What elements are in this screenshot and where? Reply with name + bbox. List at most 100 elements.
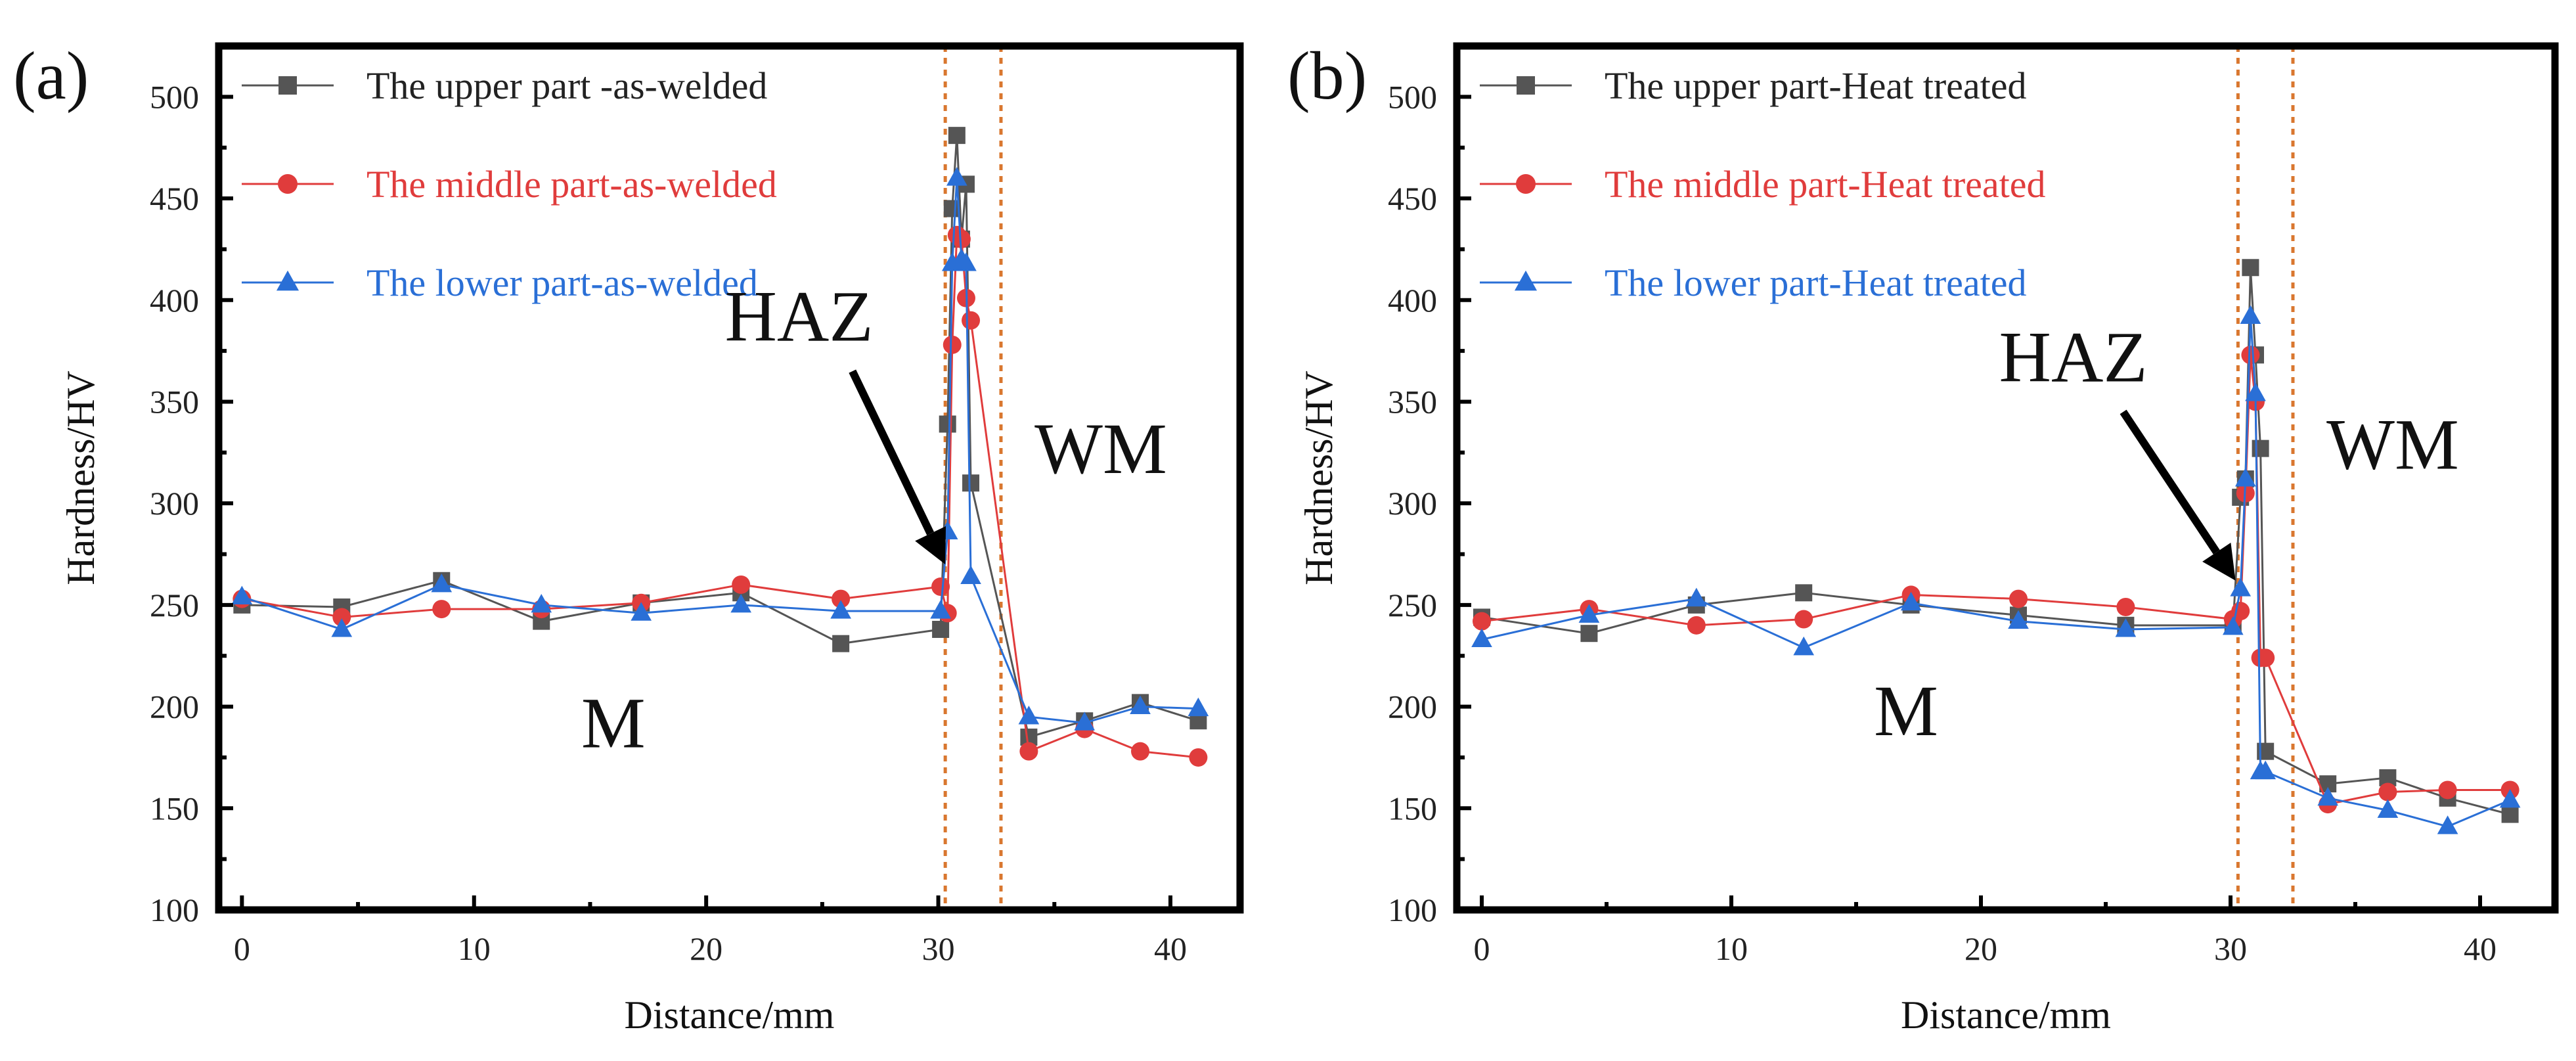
data-point — [1473, 612, 1491, 631]
data-point — [2230, 577, 2252, 597]
y-tick-label: 150 — [1388, 790, 1437, 826]
data-point — [948, 127, 966, 145]
x-tick-label: 20 — [1965, 930, 1997, 967]
x-tick-label: 0 — [1474, 930, 1490, 967]
haz-arrow-head — [915, 526, 946, 564]
haz-arrow-shaft — [2120, 409, 2220, 554]
haz-arrow-shaft — [849, 369, 935, 535]
data-point — [2245, 382, 2266, 401]
data-point — [1900, 591, 1922, 611]
y-tick-label: 250 — [150, 587, 199, 623]
y-tick-label: 200 — [150, 689, 199, 725]
data-point — [832, 635, 850, 652]
x-axis-title: Distance/mm — [1901, 993, 2111, 1037]
plot-frame — [1453, 42, 2559, 914]
legend-entry: The middle part-Heat treated — [1605, 163, 2046, 206]
data-point — [2241, 346, 2260, 365]
series-line-3 — [241, 178, 1199, 724]
y-tick-label: 400 — [1388, 282, 1437, 319]
data-point — [231, 585, 253, 604]
series-line-3 — [1481, 316, 2511, 828]
annotation-m: M — [1874, 671, 1938, 751]
data-point — [2317, 786, 2339, 806]
data-point — [2222, 616, 2244, 635]
data-point — [2115, 618, 2137, 637]
annotation-wm: WM — [2326, 405, 2459, 485]
y-tick-label: 500 — [150, 78, 199, 115]
data-point — [1795, 584, 1813, 602]
data-point — [332, 608, 351, 627]
data-point — [2256, 648, 2275, 667]
data-point — [946, 167, 967, 186]
x-tick-label: 0 — [234, 930, 250, 967]
x-tick-label: 40 — [2464, 930, 2497, 967]
x-tick-label: 30 — [922, 930, 955, 967]
data-point — [1687, 616, 1706, 635]
data-point — [2009, 589, 2028, 608]
legend-marker — [278, 174, 298, 194]
y-tick-label: 400 — [150, 282, 199, 319]
data-point — [1188, 697, 1209, 717]
data-point — [1580, 625, 1598, 643]
data-point — [2008, 610, 2029, 629]
x-tick-label: 40 — [1154, 930, 1187, 967]
legend-marker — [276, 270, 300, 291]
y-tick-label: 150 — [150, 790, 199, 826]
legend-marker — [278, 76, 297, 95]
series-line-1 — [242, 135, 1199, 738]
data-point — [531, 593, 552, 613]
haz-arrow-head — [2202, 543, 2236, 581]
data-point — [830, 600, 851, 619]
data-point — [932, 621, 950, 639]
y-tick-label: 450 — [1388, 180, 1437, 217]
data-point — [1471, 628, 1492, 647]
data-point — [730, 593, 752, 613]
panel-b: (b) 100 150 200 250 300 350 400 450 500 0 10 20 30 40 D… — [1287, 38, 2559, 1037]
data-point — [1019, 742, 1038, 761]
data-point — [2377, 799, 2399, 818]
annotation-wm: WM — [1034, 409, 1167, 489]
legend-marker — [1514, 270, 1538, 291]
data-point — [2438, 780, 2457, 800]
data-point — [1130, 695, 1151, 715]
data-point — [962, 311, 981, 330]
data-point — [2378, 782, 2397, 801]
data-point — [1793, 636, 1815, 656]
series-line-1 — [1481, 267, 2510, 816]
x-tick-label: 10 — [1715, 930, 1748, 967]
legend-entry: The lower part-as-welded — [366, 261, 758, 304]
y-tick-label: 100 — [1388, 892, 1437, 928]
y-tick-label: 450 — [150, 180, 199, 217]
y-tick-label: 100 — [150, 892, 199, 928]
legend-entry: The upper part -as-welded — [366, 64, 767, 107]
data-point — [931, 577, 950, 597]
data-point — [956, 252, 977, 271]
data-point — [1018, 706, 1040, 725]
y-tick-label: 300 — [150, 485, 199, 522]
data-point — [2242, 259, 2259, 277]
data-point — [962, 474, 980, 492]
series-line-2 — [242, 233, 1199, 759]
y-axis-title: Hardness/HV — [59, 371, 102, 585]
x-tick-label: 20 — [690, 930, 722, 967]
data-point — [2240, 305, 2261, 324]
legend-entry: The middle part-as-welded — [366, 163, 777, 206]
data-point — [431, 574, 453, 593]
data-point — [2499, 788, 2521, 808]
legend-entry: The lower part-Heat treated — [1605, 261, 2026, 304]
panel-a: (a) 100 150 200 250 300 350 400 450 500 0 10 20 30 40 D… — [13, 38, 1244, 1037]
legend-marker — [1517, 76, 1535, 95]
y-tick-label: 300 — [1388, 485, 1437, 522]
y-tick-label: 500 — [1388, 78, 1437, 115]
data-point — [1685, 587, 1707, 607]
y-tick-label: 200 — [1388, 689, 1437, 725]
annotation-haz: HAZ — [1999, 317, 2148, 397]
data-point — [2116, 597, 2135, 616]
data-point — [1578, 604, 1600, 623]
data-point — [2255, 760, 2276, 780]
data-point — [1131, 742, 1150, 761]
data-point — [2501, 805, 2519, 823]
data-point — [2252, 440, 2269, 457]
data-point — [2437, 815, 2458, 834]
y-axis-title: Hardness/HV — [1297, 371, 1341, 585]
